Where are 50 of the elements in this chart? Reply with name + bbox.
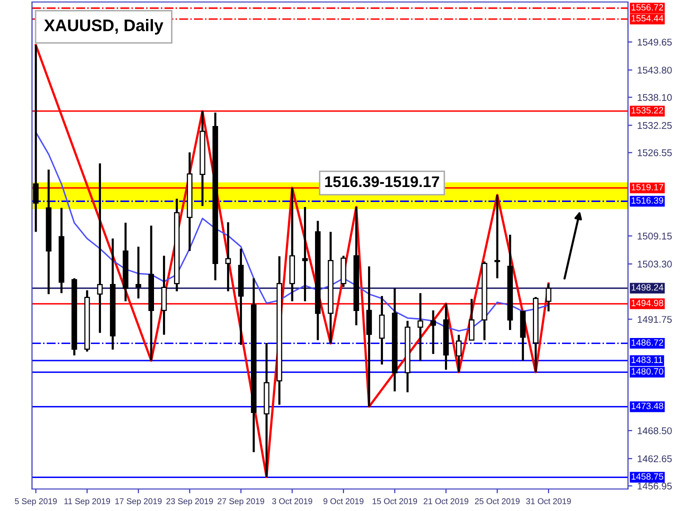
y-tick-label: 1509.15 [638,232,672,240]
ref-line-label: 1554.44 [632,15,664,22]
x-tick-label: 21 Oct 2019 [424,498,468,504]
ref-line-label: 1535.22 [632,107,664,114]
x-tick-label: 11 Sep 2019 [64,498,110,506]
candlestick [225,221,231,292]
candlestick [161,254,167,336]
y-tick-label: 1532.25 [638,122,672,129]
y-tick-label: 1491.75 [638,316,672,323]
y-tick-label: 1503.30 [638,260,672,268]
y-tick-label: 1538.10 [638,94,672,101]
candlestick [302,206,308,302]
ref-line-label: 1516.39 [632,197,664,204]
candlestick [97,162,103,334]
candlestick [366,265,372,408]
x-tick-label: 17 Sep 2019 [115,498,162,506]
ref-line-label: 1494.98 [632,300,664,306]
text: XAUUSD, Daily [44,19,164,35]
candlestick [546,282,552,312]
x-tick-label: 5 Sep 2019 [14,498,57,506]
y-tick-label: 1456.95 [638,482,672,490]
x-tick-label: 3 Oct 2019 [272,498,312,504]
y-tick-label: 1526.55 [638,149,672,156]
y-tick-label: 1543.80 [638,66,672,74]
x-tick-label: 25 Oct 2019 [474,498,520,504]
y-tick-label: 1549.65 [638,38,672,46]
ref-line-label: 1473.48 [632,402,664,410]
ref-line-label: 1458.75 [632,473,664,480]
y-tick-label: 1468.50 [638,427,672,434]
x-tick-label: 15 Oct 2019 [372,498,418,504]
x-tick-label: 9 Oct 2019 [323,498,364,504]
candlestick [468,298,474,342]
candlestick [418,292,424,362]
ref-line-label: 1486.72 [632,339,664,346]
candlestick [379,294,385,366]
ref-line-label: 1480.70 [632,368,664,375]
candlestick [494,194,500,280]
x-tick-label: 31 Oct 2019 [526,498,571,504]
candlestick [136,246,142,300]
ref-line-label: 1519.17 [632,184,664,190]
candlestick [33,44,39,233]
y-tick-label: 1462.65 [638,455,672,462]
candlestick [430,309,436,356]
candlestick [456,334,462,374]
annotation: 1516.39-1519.17 [325,176,440,188]
ref-line-label: 1498.24 [632,284,664,291]
ref-line-label: 1556.72 [632,4,664,11]
ref-line-label: 1483.11 [632,356,663,364]
x-tick-label: 23 Sep 2019 [166,498,213,506]
x-tick-label: 27 Sep 2019 [218,498,264,506]
